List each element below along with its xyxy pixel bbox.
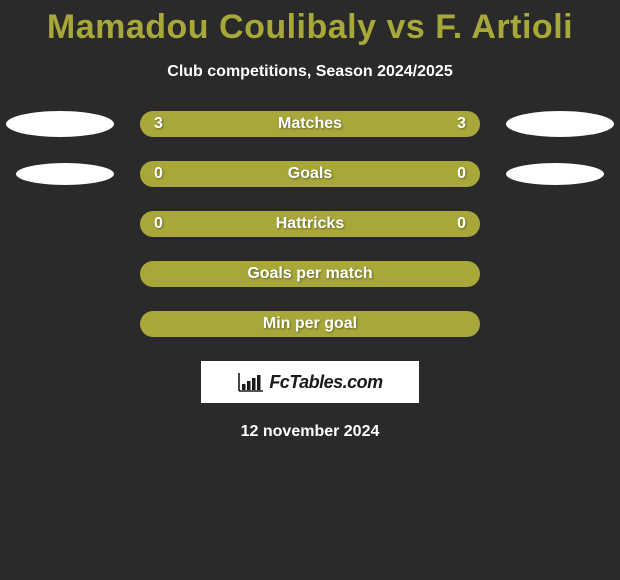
- stat-row-min-per-goal: Min per goal: [0, 309, 620, 339]
- stat-label: Matches: [278, 115, 342, 133]
- stat-row-goals: 0 Goals 0: [0, 159, 620, 189]
- stat-rows: 3 Matches 3 0 Goals 0 0 Hattricks 0 Goal…: [0, 109, 620, 339]
- brand-logo: FcTables.com: [237, 371, 382, 393]
- stat-value-left: 0: [154, 215, 163, 233]
- stat-row-goals-per-match: Goals per match: [0, 259, 620, 289]
- stat-label: Min per goal: [263, 315, 357, 333]
- stat-value-right: 3: [457, 115, 466, 133]
- player-badge-right: [506, 163, 604, 185]
- brand-logo-box: FcTables.com: [201, 361, 419, 403]
- bar-chart-icon: [237, 371, 265, 393]
- stat-row-hattricks: 0 Hattricks 0: [0, 209, 620, 239]
- brand-name: FcTables.com: [269, 372, 382, 393]
- stat-pill: 0 Goals 0: [140, 161, 480, 187]
- stat-label: Hattricks: [276, 215, 344, 233]
- stat-value-right: 0: [457, 215, 466, 233]
- comparison-title: Mamadou Coulibaly vs F. Artioli: [0, 0, 620, 47]
- stat-label: Goals per match: [247, 265, 372, 283]
- stat-pill: 3 Matches 3: [140, 111, 480, 137]
- stat-pill: Goals per match: [140, 261, 480, 287]
- player-badge-left: [6, 111, 114, 137]
- stat-label: Goals: [288, 165, 332, 183]
- stat-value-left: 3: [154, 115, 163, 133]
- comparison-subtitle: Club competitions, Season 2024/2025: [0, 63, 620, 81]
- stat-value-left: 0: [154, 165, 163, 183]
- player-badge-left: [16, 163, 114, 185]
- stat-value-right: 0: [457, 165, 466, 183]
- snapshot-date: 12 november 2024: [0, 423, 620, 441]
- player-badge-right: [506, 111, 614, 137]
- stat-pill: 0 Hattricks 0: [140, 211, 480, 237]
- stat-pill: Min per goal: [140, 311, 480, 337]
- stat-row-matches: 3 Matches 3: [0, 109, 620, 139]
